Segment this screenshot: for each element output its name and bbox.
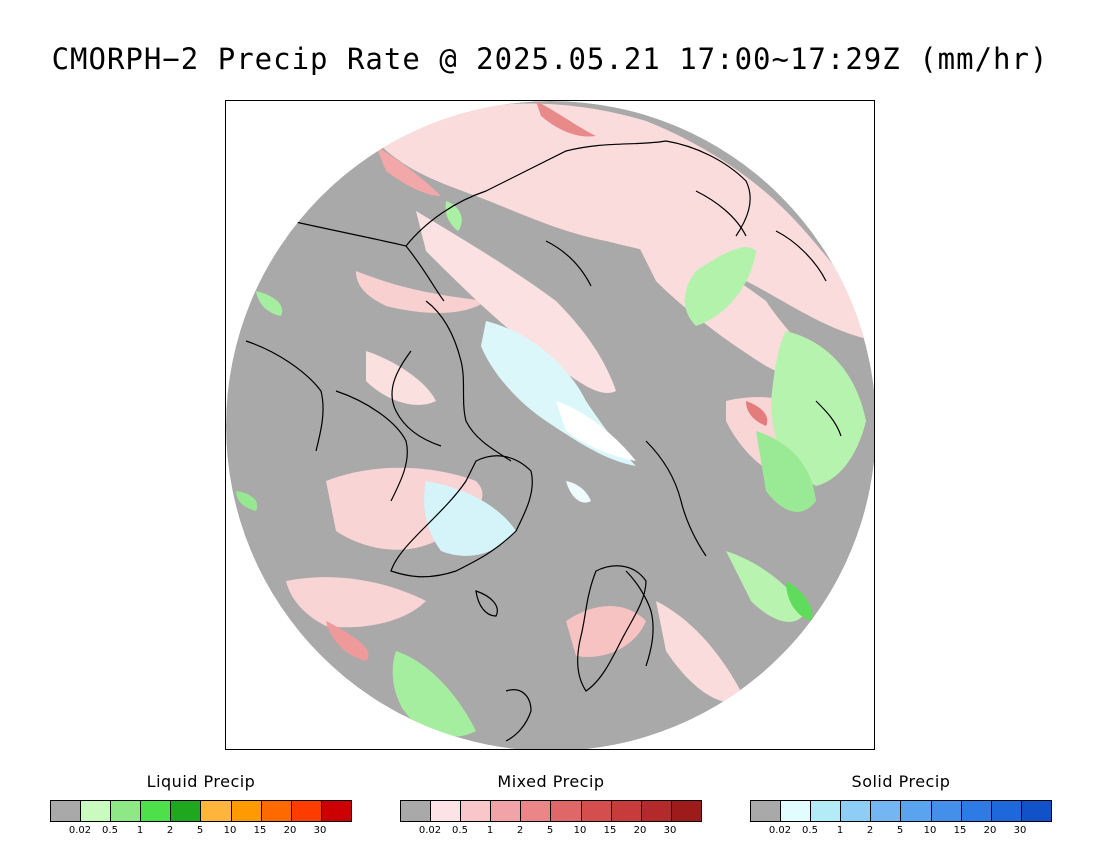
- mixed-tick-label: 5: [546, 825, 554, 836]
- solid-tick-label: 1: [836, 825, 844, 836]
- mixed-swatch: [581, 801, 612, 821]
- mixed-swatch: [491, 801, 522, 821]
- legend-liquid-title: Liquid Precip: [146, 772, 256, 791]
- liquid-tick-label: 0.02: [68, 825, 92, 836]
- mixed-swatch: [521, 801, 552, 821]
- mixed-tick-label: 10: [573, 825, 587, 836]
- legend-solid: Solid Precip 0.02 0.5 1 2 5 10 15 20 30: [750, 772, 1052, 836]
- mixed-swatch: [401, 801, 432, 821]
- liquid-tick-label: 5: [196, 825, 204, 836]
- solid-swatch: [781, 801, 812, 821]
- legend-mixed: Mixed Precip 0.02 0.5 1 2 5 10 15 20 30: [400, 772, 702, 836]
- liquid-swatch: [111, 801, 142, 821]
- mixed-swatch: [611, 801, 642, 821]
- liquid-tick-label: 2: [166, 825, 174, 836]
- liquid-swatch: [171, 801, 202, 821]
- mixed-tick-label: 15: [603, 825, 617, 836]
- liquid-swatch: [51, 801, 82, 821]
- liquid-tick-label: 15: [253, 825, 267, 836]
- legend-liquid-swatches: [50, 800, 352, 822]
- solid-swatch: [961, 801, 992, 821]
- solid-tick-label: 2: [866, 825, 874, 836]
- solid-precip-areas: [424, 321, 636, 556]
- solid-swatch: [931, 801, 962, 821]
- liquid-tick-label: 0.5: [102, 825, 118, 836]
- solid-tick-label: 30: [1013, 825, 1027, 836]
- solid-tick-label: 20: [983, 825, 997, 836]
- solid-tick-label: 0.02: [768, 825, 792, 836]
- liquid-swatch: [261, 801, 292, 821]
- mixed-swatch: [551, 801, 582, 821]
- legend-mixed-title: Mixed Precip: [497, 772, 605, 791]
- solid-swatch: [901, 801, 932, 821]
- liquid-tick-label: 30: [313, 825, 327, 836]
- mixed-tick-label: 1: [486, 825, 494, 836]
- mixed-tick-label: 2: [516, 825, 524, 836]
- liquid-tick-label: 10: [223, 825, 237, 836]
- mixed-swatch: [641, 801, 672, 821]
- solid-tick-label: 10: [923, 825, 937, 836]
- polar-precip-map: [226, 101, 874, 749]
- mixed-tick-label: 20: [633, 825, 647, 836]
- solid-swatch: [811, 801, 842, 821]
- solid-tick-label: 15: [953, 825, 967, 836]
- polar-map-frame: [225, 100, 875, 750]
- solid-swatch: [871, 801, 902, 821]
- liquid-tick-label: 1: [136, 825, 144, 836]
- liquid-swatch: [321, 801, 351, 821]
- solid-swatch: [1021, 801, 1051, 821]
- liquid-tick-label: 20: [283, 825, 297, 836]
- liquid-swatch: [231, 801, 262, 821]
- legend-mixed-swatches: [400, 800, 702, 822]
- coastlines: [245, 140, 842, 742]
- liquid-swatch: [291, 801, 322, 821]
- liquid-swatch: [141, 801, 172, 821]
- solid-swatch: [751, 801, 782, 821]
- legend-solid-swatches: [750, 800, 1052, 822]
- liquid-precip-areas: [236, 201, 866, 737]
- mixed-tick-label: 30: [663, 825, 677, 836]
- liquid-swatch: [201, 801, 232, 821]
- liquid-swatch: [81, 801, 112, 821]
- mixed-tick-label: 0.5: [452, 825, 468, 836]
- legend-solid-title: Solid Precip: [851, 772, 951, 791]
- solid-swatch: [841, 801, 872, 821]
- solid-swatch: [991, 801, 1022, 821]
- legend-mixed-ticks: 0.02 0.5 1 2 5 10 15 20 30: [400, 822, 700, 836]
- legend-liquid: Liquid Precip 0.02 0.5 1 2 5 10 15 20 30: [50, 772, 352, 836]
- mixed-swatch: [461, 801, 492, 821]
- solid-tick-label: 5: [896, 825, 904, 836]
- solid-tick-label: 0.5: [802, 825, 818, 836]
- legend-liquid-ticks: 0.02 0.5 1 2 5 10 15 20 30: [50, 822, 350, 836]
- chart-title: CMORPH−2 Precip Rate @ 2025.05.21 17:00~…: [51, 42, 1049, 76]
- legend-solid-ticks: 0.02 0.5 1 2 5 10 15 20 30: [750, 822, 1050, 836]
- mixed-tick-label: 0.02: [418, 825, 442, 836]
- mixed-swatch: [671, 801, 701, 821]
- mixed-swatch: [431, 801, 462, 821]
